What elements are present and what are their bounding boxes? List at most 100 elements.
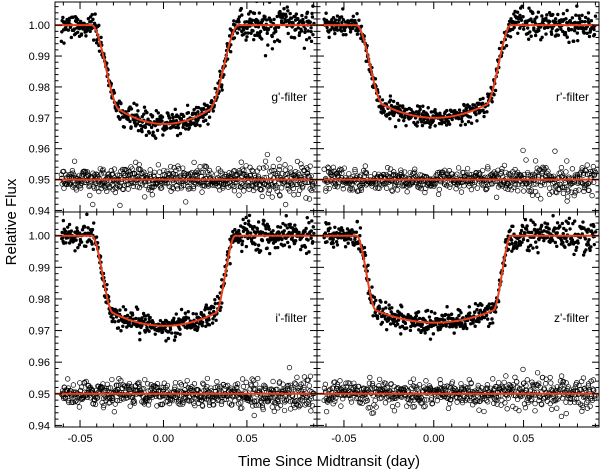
flux-point xyxy=(480,303,484,307)
flux-point xyxy=(335,14,340,18)
flux-point xyxy=(346,241,350,245)
residual-point xyxy=(434,398,440,404)
residual-point xyxy=(292,169,299,175)
residual-point xyxy=(287,382,293,388)
flux-point xyxy=(213,301,218,306)
flux-point xyxy=(325,25,329,30)
flux-point xyxy=(179,307,184,312)
flux-point xyxy=(331,245,336,249)
filter-label: g'-filter xyxy=(271,90,307,104)
flux-point xyxy=(186,309,190,314)
flux-point xyxy=(565,8,569,13)
residual-point xyxy=(563,169,569,175)
flux-point xyxy=(309,229,314,233)
flux-point xyxy=(332,231,336,235)
flux-point xyxy=(366,263,370,267)
flux-point xyxy=(592,32,597,37)
flux-point xyxy=(587,34,592,39)
residual-point xyxy=(337,385,344,392)
flux-point xyxy=(125,313,130,318)
residual-point xyxy=(499,397,505,404)
flux-point xyxy=(556,33,561,37)
residual-point xyxy=(498,171,504,177)
flux-point xyxy=(263,231,268,236)
residual-point xyxy=(130,392,136,398)
flux-point xyxy=(84,34,88,38)
flux-point xyxy=(547,10,552,15)
flux-point xyxy=(467,305,471,309)
flux-point xyxy=(251,29,255,33)
flux-point xyxy=(526,26,530,30)
flux-point xyxy=(459,123,463,127)
flux-point xyxy=(355,219,359,224)
residual-point xyxy=(437,380,444,387)
residual-point xyxy=(297,187,303,193)
flux-point xyxy=(304,226,308,231)
flux-point xyxy=(564,17,568,21)
residual-point xyxy=(306,196,313,202)
flux-point xyxy=(213,86,217,91)
flux-point xyxy=(388,322,393,326)
residual-point xyxy=(307,373,314,379)
flux-point xyxy=(463,122,468,127)
flux-point xyxy=(395,322,400,326)
residual-point xyxy=(249,167,255,173)
flux-point xyxy=(99,35,103,40)
residual-point xyxy=(465,385,471,391)
flux-point xyxy=(585,31,589,36)
flux-point xyxy=(137,317,141,321)
residual-point xyxy=(166,400,173,407)
flux-point xyxy=(307,220,311,225)
residual-point xyxy=(262,158,269,164)
flux-point xyxy=(468,115,473,119)
residual-point xyxy=(233,171,239,177)
flux-point xyxy=(263,54,268,58)
residual-point xyxy=(190,185,197,192)
residual-point xyxy=(306,401,312,408)
flux-point xyxy=(113,320,117,324)
flux-point xyxy=(497,46,502,51)
residual-point xyxy=(100,404,107,411)
residual-point xyxy=(365,387,371,393)
residual-point xyxy=(332,398,338,404)
residual-point xyxy=(70,382,77,388)
flux-point xyxy=(427,315,432,319)
residual-point xyxy=(402,384,408,391)
flux-point xyxy=(201,320,205,324)
flux-point xyxy=(358,226,363,230)
flux-point xyxy=(409,107,413,112)
residual-point xyxy=(155,162,162,168)
flux-point xyxy=(388,116,392,121)
flux-point xyxy=(433,311,437,315)
flux-point xyxy=(174,312,178,316)
residual-point xyxy=(569,166,576,172)
flux-point xyxy=(364,59,368,63)
flux-point xyxy=(454,325,458,329)
residual-point xyxy=(468,186,475,193)
residual-point xyxy=(339,170,345,176)
residual-point xyxy=(271,167,277,174)
flux-point xyxy=(567,28,571,32)
residual-point xyxy=(496,379,502,386)
residual-point xyxy=(122,383,128,389)
residual-point xyxy=(389,187,395,193)
flux-point xyxy=(577,14,581,18)
flux-point xyxy=(284,214,288,218)
flux-point xyxy=(452,331,456,335)
flux-point xyxy=(247,213,252,218)
flux-point xyxy=(342,28,347,33)
flux-point xyxy=(561,12,566,16)
flux-point xyxy=(530,230,534,235)
residual-point xyxy=(525,399,531,406)
residual-point xyxy=(303,195,309,201)
residual-point xyxy=(560,190,567,197)
flux-point xyxy=(192,107,196,112)
residual-point xyxy=(474,398,480,404)
residual-point xyxy=(161,172,167,178)
residual-point xyxy=(283,201,289,208)
flux-point xyxy=(140,129,144,134)
flux-point xyxy=(105,282,109,287)
residual-point xyxy=(308,408,314,414)
residual-point xyxy=(404,403,410,409)
flux-point xyxy=(153,123,157,128)
